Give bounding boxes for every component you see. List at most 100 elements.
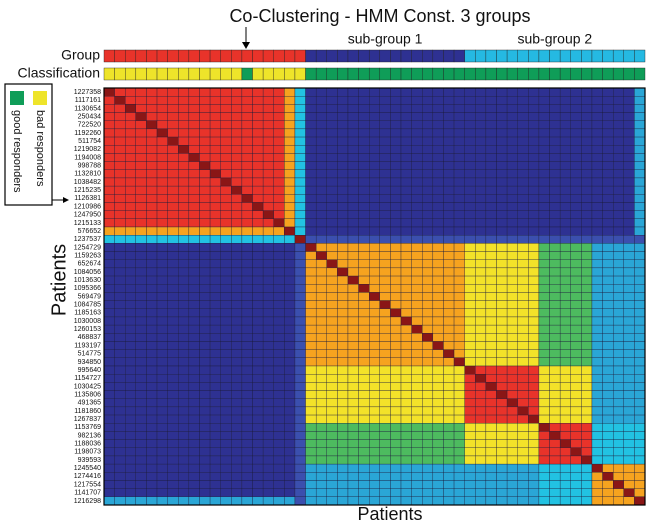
heatmap-cell bbox=[358, 349, 370, 358]
heatmap-cell bbox=[231, 447, 243, 457]
heatmap-cell bbox=[538, 243, 550, 252]
heatmap-cell bbox=[485, 324, 497, 334]
heatmap-cell bbox=[443, 226, 455, 236]
heatmap-cell bbox=[209, 439, 221, 448]
heatmap-cell bbox=[241, 423, 253, 432]
heatmap-cell bbox=[337, 488, 349, 497]
heatmap-cell bbox=[146, 341, 158, 350]
heatmap-cell bbox=[178, 275, 190, 285]
heatmap-cell bbox=[411, 251, 423, 260]
heatmap-cell bbox=[623, 267, 635, 277]
heatmap-cell bbox=[559, 365, 571, 375]
heatmap-cell bbox=[623, 251, 635, 260]
heatmap-cell bbox=[114, 414, 126, 424]
heatmap-cell bbox=[559, 382, 571, 391]
heatmap-cell bbox=[549, 251, 561, 260]
heatmap-cell bbox=[156, 251, 168, 260]
heatmap-cell bbox=[188, 414, 200, 424]
heatmap-cell bbox=[496, 496, 508, 506]
heatmap-cell bbox=[135, 316, 147, 326]
heatmap-cell bbox=[581, 349, 593, 358]
heatmap-cell bbox=[517, 120, 529, 130]
y-axis-label: Patients bbox=[48, 244, 70, 316]
heatmap-cell bbox=[591, 316, 603, 326]
heatmap-cell bbox=[538, 463, 550, 473]
heatmap-cell bbox=[315, 169, 327, 179]
heatmap-cell bbox=[326, 202, 338, 211]
heatmap-cell bbox=[581, 439, 593, 448]
heatmap-cell bbox=[167, 120, 179, 130]
heatmap-cell bbox=[634, 161, 646, 170]
heatmap-cell bbox=[103, 341, 115, 350]
heatmap-cell bbox=[262, 210, 274, 219]
heatmap-cell bbox=[231, 357, 243, 367]
heatmap-cell bbox=[634, 431, 646, 440]
heatmap-cell bbox=[369, 226, 380, 236]
heatmap-cell bbox=[528, 161, 540, 170]
heatmap-cell bbox=[623, 292, 635, 301]
heatmap-cell bbox=[188, 136, 200, 146]
heatmap-cell bbox=[220, 251, 232, 260]
heatmap-cell bbox=[464, 455, 476, 465]
heatmap-cell bbox=[178, 194, 190, 203]
heatmap-cell bbox=[559, 341, 571, 350]
heatmap-cell bbox=[294, 333, 306, 342]
heatmap-cell bbox=[390, 177, 402, 187]
heatmap-cell bbox=[167, 365, 179, 375]
heatmap-cell bbox=[591, 177, 603, 187]
heatmap-cell bbox=[188, 316, 200, 326]
heatmap-cell bbox=[634, 104, 646, 113]
heatmap-cell bbox=[135, 267, 147, 277]
heatmap-cell bbox=[305, 472, 317, 481]
heatmap-cell bbox=[156, 308, 168, 318]
heatmap-cell bbox=[464, 447, 476, 457]
heatmap-cell bbox=[284, 243, 296, 252]
heatmap-cell bbox=[506, 472, 518, 481]
heatmap-cell bbox=[305, 357, 317, 367]
heatmap-cell bbox=[496, 349, 508, 358]
heatmap-cell bbox=[411, 455, 423, 465]
heatmap-cell bbox=[379, 488, 391, 497]
group-cell bbox=[188, 49, 200, 63]
heatmap-cell bbox=[262, 128, 274, 138]
heatmap-cell bbox=[178, 177, 190, 187]
y-tick-label: 1215235 bbox=[74, 187, 101, 194]
heatmap-cell bbox=[602, 267, 614, 277]
heatmap-cell bbox=[613, 243, 624, 252]
heatmap-cell bbox=[273, 87, 285, 97]
classification-cell bbox=[209, 67, 221, 81]
heatmap-cell bbox=[549, 398, 561, 408]
y-tick-label: 250434 bbox=[78, 113, 101, 120]
heatmap-cell bbox=[549, 284, 561, 293]
heatmap-cell bbox=[209, 243, 221, 252]
heatmap-cell bbox=[188, 439, 200, 448]
classification-cell bbox=[125, 67, 137, 81]
heatmap-cell bbox=[549, 243, 561, 252]
heatmap-cell bbox=[284, 333, 296, 342]
heatmap-cell bbox=[347, 382, 359, 391]
heatmap-cell bbox=[337, 463, 349, 473]
y-tick-label: 1084056 bbox=[74, 269, 101, 276]
heatmap-cell bbox=[517, 136, 529, 146]
heatmap-cell bbox=[167, 382, 179, 391]
heatmap-cell bbox=[135, 177, 147, 187]
heatmap-cell bbox=[602, 194, 614, 203]
heatmap-cell bbox=[337, 128, 349, 138]
heatmap-cell bbox=[506, 333, 518, 342]
heatmap-cell bbox=[602, 235, 614, 244]
heatmap-cell bbox=[199, 431, 211, 440]
heatmap-cell bbox=[634, 96, 646, 105]
heatmap-cell bbox=[347, 333, 359, 342]
heatmap-cell bbox=[432, 235, 444, 244]
heatmap-cell bbox=[305, 324, 317, 334]
heatmap-cell bbox=[337, 153, 349, 162]
heatmap-cell bbox=[443, 235, 455, 244]
heatmap-cell bbox=[337, 349, 349, 358]
heatmap-cell bbox=[209, 472, 221, 481]
heatmap-cell bbox=[528, 104, 540, 113]
heatmap-cell bbox=[188, 210, 200, 219]
classification-cell bbox=[103, 67, 115, 81]
heatmap-cell bbox=[591, 120, 603, 130]
heatmap-cell bbox=[581, 177, 593, 187]
heatmap-cell bbox=[432, 161, 444, 170]
